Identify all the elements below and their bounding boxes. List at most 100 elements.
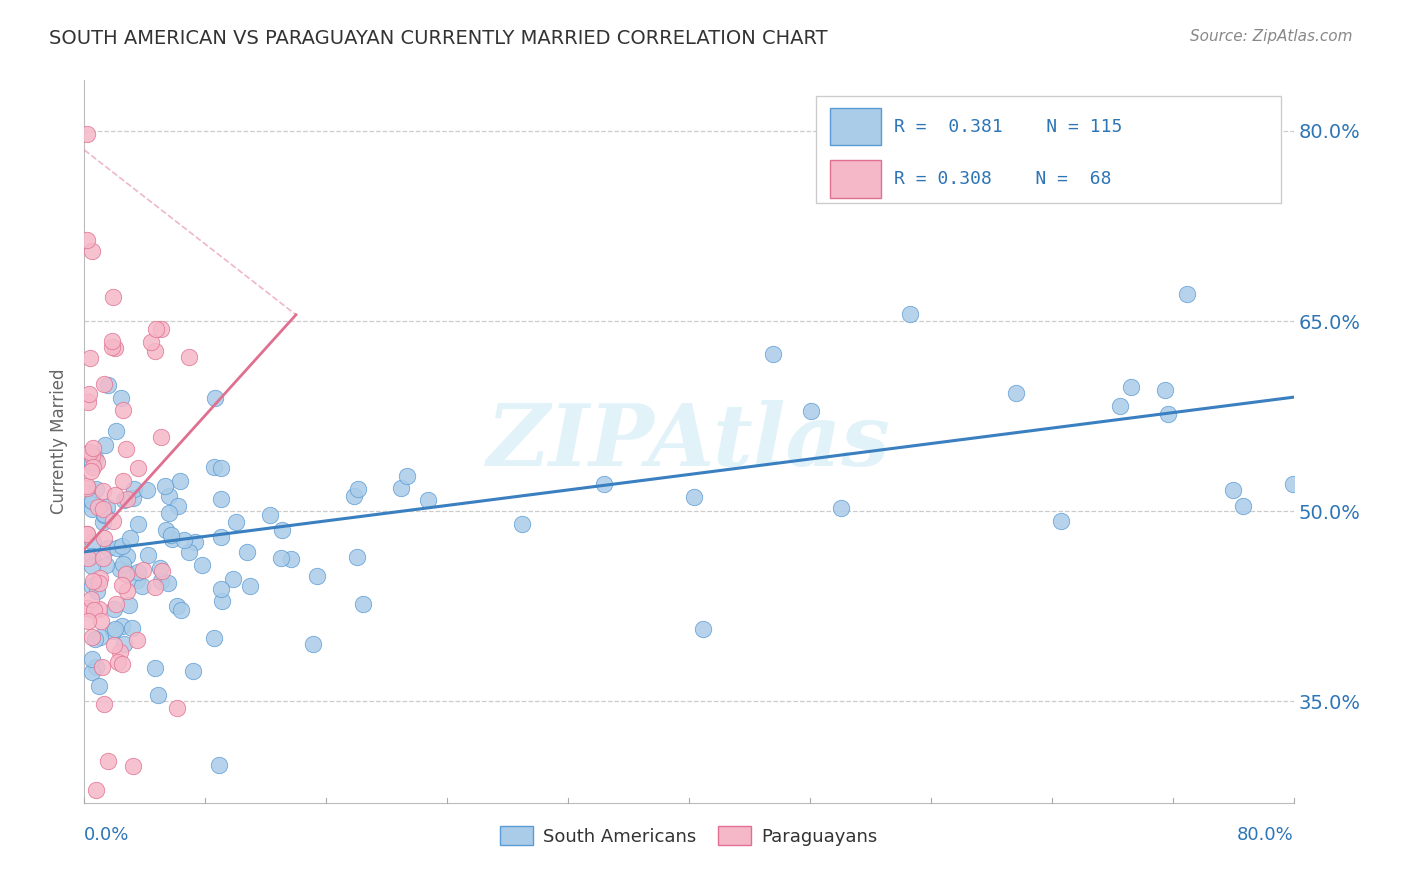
Point [209,491,232,506]
Point [271,524,294,538]
Point [1005,386,1028,401]
Point [94,438,117,452]
Point [183,534,205,549]
Point [80,456,103,470]
Point [79,351,101,366]
Point [211,594,233,608]
Point [115,492,138,507]
Point [115,567,138,582]
Point [169,603,191,617]
Point [593,477,616,491]
Point [191,558,214,572]
Point [167,499,190,513]
Point [103,638,125,652]
Point [136,483,159,497]
Point [101,340,124,354]
Point [83,451,105,466]
Point [177,544,200,558]
Point [76,614,98,628]
Point [89,571,111,585]
Point [150,430,173,444]
Point [132,563,155,577]
Text: ZIPAtlas: ZIPAtlas [486,400,891,483]
Point [302,637,325,651]
Point [96,500,118,515]
Text: R = 0.308    N =  68: R = 0.308 N = 68 [894,170,1112,188]
Point [112,493,135,508]
Point [97,378,120,392]
Point [76,526,98,541]
Point [93,697,115,711]
Point [103,514,125,528]
Point [139,334,162,349]
Point [115,583,138,598]
Point [86,482,108,496]
Point [270,551,292,566]
Point [127,517,149,532]
Bar [831,108,882,145]
Text: 0.0%: 0.0% [84,826,129,844]
Point [127,565,149,579]
Point [692,622,714,636]
Point [110,562,132,576]
Point [93,376,115,391]
Point [82,460,104,475]
Point [110,391,132,405]
Point [346,549,368,564]
Point [830,500,852,515]
Point [117,598,139,612]
Point [80,559,103,574]
Point [131,579,153,593]
Point [222,572,245,586]
Point [104,425,127,439]
Text: Source: ZipAtlas.com: Source: ZipAtlas.com [1189,29,1353,44]
Point [396,469,419,483]
Text: 80.0%: 80.0% [1237,826,1294,844]
Point [111,403,134,417]
Point [105,541,128,556]
Point [236,545,259,559]
Point [91,660,114,674]
Point [111,557,134,571]
Point [80,591,103,606]
Point [80,579,103,593]
Point [84,783,107,797]
Point [84,632,107,646]
Point [125,632,148,647]
Point [1119,380,1142,394]
Point [111,657,134,672]
Point [79,387,101,401]
Point [77,550,100,565]
Point [91,501,114,516]
Point [143,580,166,594]
Point [80,652,103,666]
Point [76,481,98,495]
Point [179,350,201,364]
Point [157,489,180,503]
Point [91,551,114,566]
Point [91,516,114,530]
Point [389,481,412,495]
Legend: South Americans, Paraguayans: South Americans, Paraguayans [492,819,886,853]
Point [209,530,232,544]
Point [96,754,118,768]
Point [898,307,921,321]
Point [80,494,103,508]
Point [87,679,110,693]
Point [121,491,143,505]
Y-axis label: Currently Married: Currently Married [51,368,69,515]
Point [1154,383,1177,397]
Point [305,569,328,583]
Point [111,539,134,553]
Point [155,523,177,537]
Point [122,759,145,773]
Point [80,464,103,478]
Point [104,488,127,502]
Point [155,479,177,493]
Point [761,347,783,361]
Point [127,461,149,475]
Point [82,449,104,463]
Point [89,601,111,615]
Point [347,482,370,496]
Point [83,603,105,617]
